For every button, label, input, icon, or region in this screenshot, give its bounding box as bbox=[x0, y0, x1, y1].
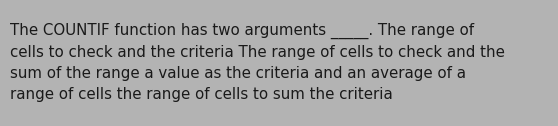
Text: The COUNTIF function has two arguments _____. The range of
cells to check and th: The COUNTIF function has two arguments _… bbox=[10, 23, 505, 102]
